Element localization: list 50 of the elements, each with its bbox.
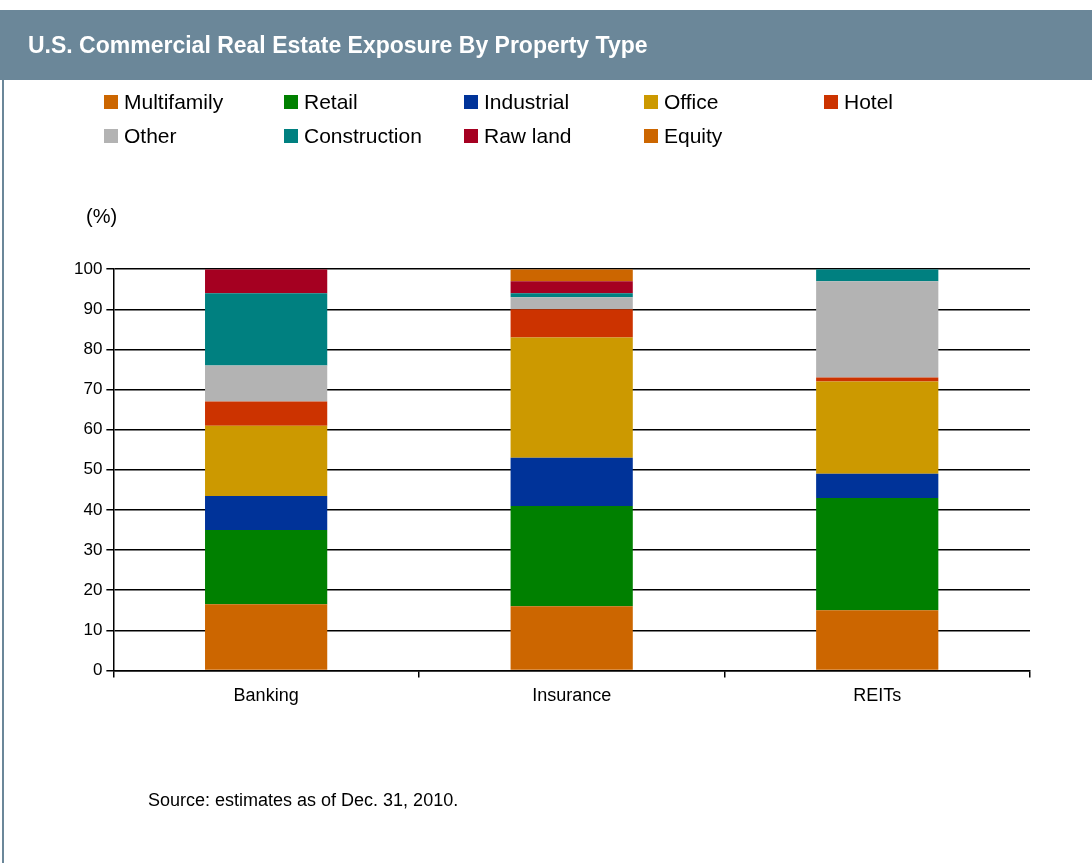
x-tick-label: Insurance (532, 685, 612, 706)
legend-label: Office (664, 90, 719, 114)
bar (816, 381, 939, 474)
bar (205, 604, 328, 670)
x-tick-label: Banking (233, 685, 299, 706)
bar (510, 269, 633, 282)
y-tick-label: 40 (83, 499, 103, 519)
bar (816, 269, 939, 282)
bar (205, 269, 328, 294)
bar (510, 293, 633, 298)
legend-label: Equity (664, 124, 723, 148)
bar (816, 473, 939, 498)
x-tick-label: REITs (853, 685, 902, 706)
bar (205, 529, 328, 605)
bar (510, 281, 633, 294)
bar (510, 337, 633, 458)
chart-title: U.S. Commercial Real Estate Exposure By Property Type (0, 10, 1092, 80)
bar (205, 495, 328, 530)
legend-label: Industrial (484, 90, 570, 114)
y-tick-label: 60 (83, 419, 103, 439)
bar (205, 401, 328, 426)
bar (816, 610, 939, 670)
bar (205, 365, 328, 402)
bar (816, 281, 939, 378)
bar (816, 377, 939, 382)
bar (510, 505, 633, 607)
y-tick-label: 70 (83, 379, 103, 399)
y-tick-label: 30 (83, 539, 103, 559)
y-tick-label: 80 (83, 339, 103, 359)
y-tick-label: 10 (83, 619, 103, 639)
legend-label: Other (124, 124, 177, 148)
y-axis-title: (%) (86, 205, 118, 228)
legend-label: Retail (304, 90, 358, 114)
bar (510, 309, 633, 338)
source-note: Source: estimates as of Dec. 31, 2010. (148, 790, 459, 811)
y-tick-label: 100 (73, 258, 103, 278)
bar (510, 606, 633, 670)
bar (205, 425, 328, 496)
y-tick-label: 50 (83, 459, 103, 479)
bar (816, 497, 939, 611)
legend-label: Raw land (484, 124, 572, 148)
bar (205, 293, 328, 366)
y-tick-label: 0 (92, 660, 103, 680)
legend-label: Multifamily (124, 90, 224, 114)
bar (510, 457, 633, 506)
legend-label: Construction (304, 124, 422, 148)
y-tick-label: 20 (83, 579, 103, 599)
legend-label: Hotel (844, 90, 894, 114)
y-tick-label: 90 (83, 299, 103, 319)
bar (510, 297, 633, 310)
